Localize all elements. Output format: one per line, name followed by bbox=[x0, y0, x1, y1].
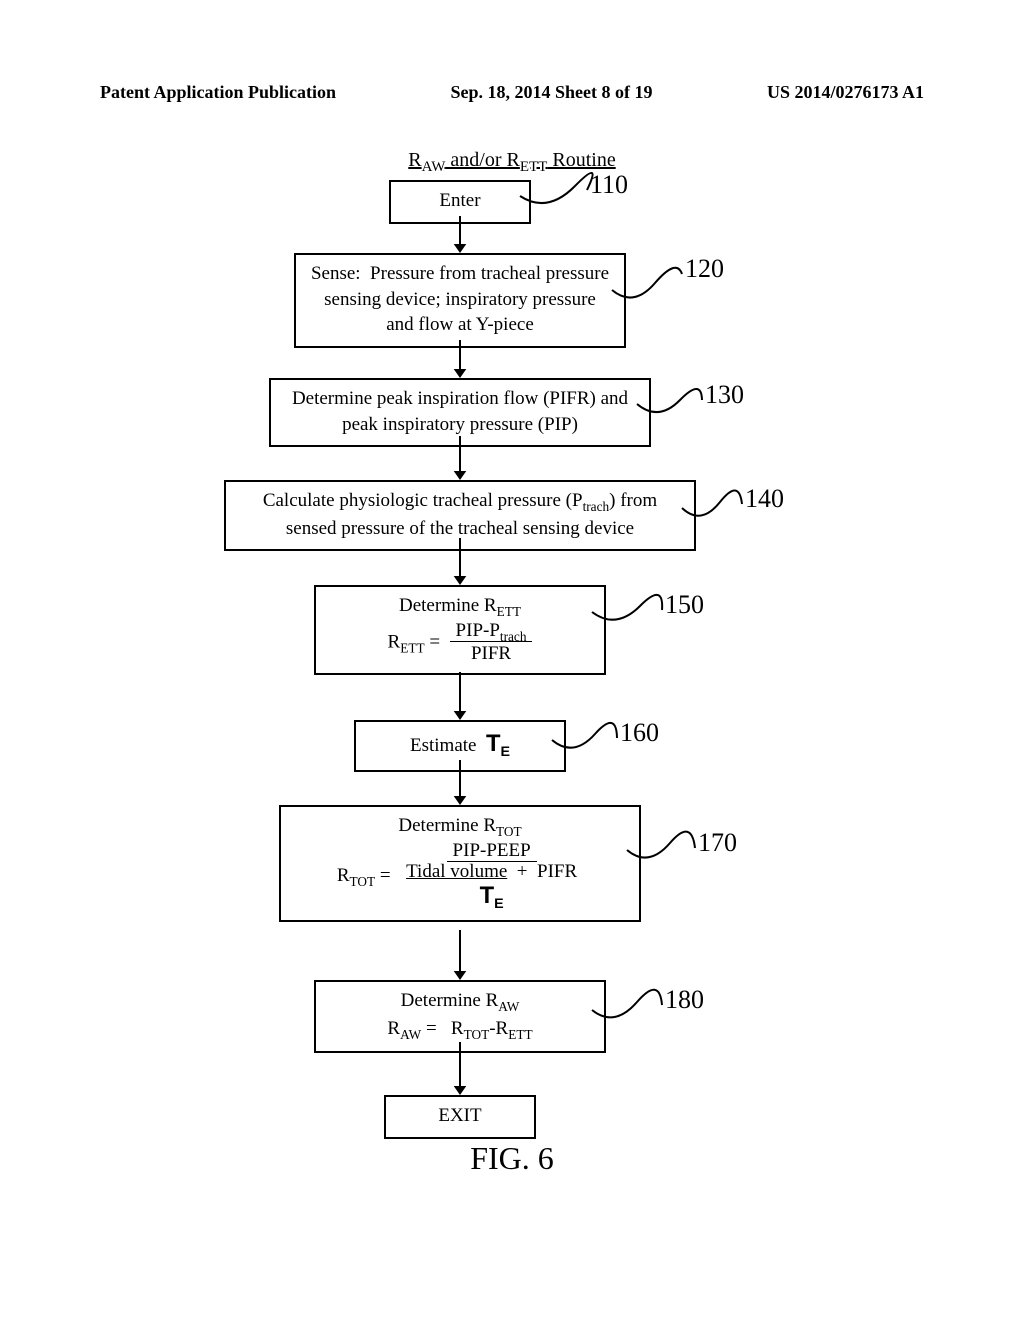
figure-label: FIG. 6 bbox=[0, 1140, 1024, 1177]
flow-arrow bbox=[0, 0, 1024, 1320]
